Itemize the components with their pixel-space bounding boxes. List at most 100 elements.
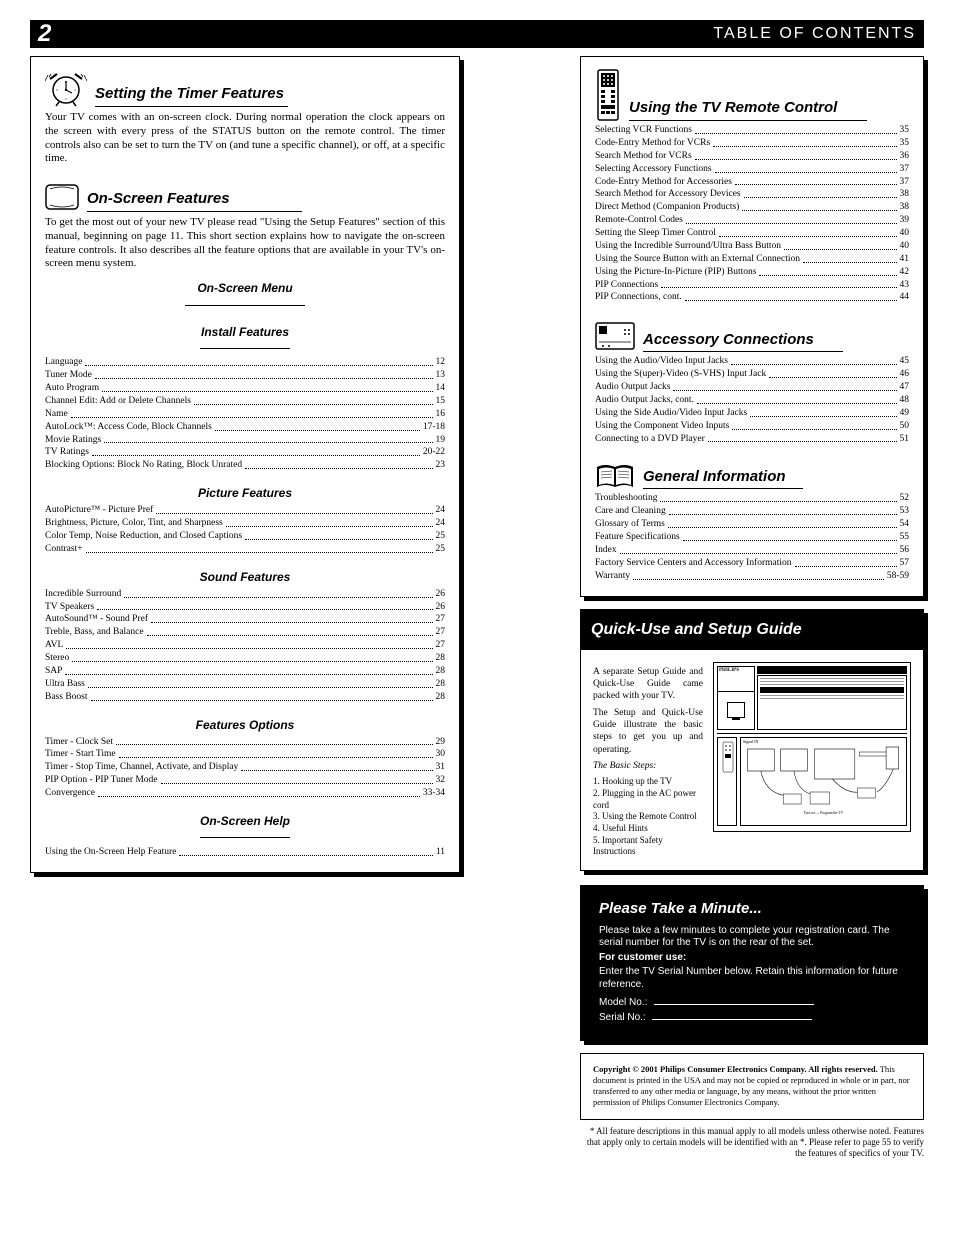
- gen-list: Troubleshooting52Care and Cleaning53Glos…: [595, 493, 909, 582]
- toc-entry: Direct Method (Companion Products)38: [595, 202, 909, 214]
- toc-entry: Using the Audio/Video Input Jacks45: [595, 356, 909, 368]
- picture-features-group: Picture Features AutoPicture™ - Picture …: [45, 486, 445, 556]
- toc-entry: Code-Entry Method for Accessories37: [595, 177, 909, 189]
- warranty-box: Please Take a Minute... Please take a fe…: [580, 885, 924, 1041]
- toc-entry: Convergence33-34: [45, 788, 445, 800]
- toc-entry: Connecting to a DVD Player51: [595, 434, 909, 446]
- onscreen-help-group: On-Screen Help Using the On-Screen Help …: [45, 814, 445, 859]
- toc-entry: Contrast+25: [45, 544, 445, 556]
- toc-entry: Index56: [595, 545, 909, 557]
- svg-text:12: 12: [65, 80, 69, 84]
- toc-entry: Channel Edit: Add or Delete Channels15: [45, 396, 445, 408]
- toc-entry: Ultra Bass28: [45, 679, 445, 691]
- toc-entry: Treble, Bass, and Balance27: [45, 627, 445, 639]
- qrg-text1: A separate Setup Guide and Quick-Use Gui…: [593, 666, 703, 703]
- toc-entry: Incredible Surround26: [45, 589, 445, 601]
- toc-entry: Using the Side Audio/Video Input Jacks49: [595, 408, 909, 420]
- toc-entry: AutoLock™: Access Code, Block Channels17…: [45, 422, 445, 434]
- toc-entry: Language12: [45, 357, 445, 369]
- toc-entry: SAP28: [45, 666, 445, 678]
- toc-entry: Using the S(uper)-Video (S-VHS) Input Ja…: [595, 369, 909, 381]
- left-features-box: 12 3 6 9 Setting the Timer Features Your…: [30, 56, 460, 873]
- onscreen-section-header: On-Screen Features: [45, 184, 445, 212]
- warranty-title: Please Take a Minute...: [599, 900, 905, 919]
- toc-entry: Audio Output Jacks, cont.48: [595, 395, 909, 407]
- timer-body: Your TV comes with an on-screen clock. D…: [45, 111, 445, 166]
- toc-entry: Setting the Sleep Timer Control40: [595, 228, 909, 240]
- toc-entry: Using the Component Video Inputs50: [595, 421, 909, 433]
- toc-entry: Color Temp, Noise Reduction, and Closed …: [45, 531, 445, 543]
- help-title: On-Screen Help: [45, 814, 445, 829]
- help-list: Using the On-Screen Help Feature11: [45, 847, 445, 859]
- install-title: Install Features: [45, 325, 445, 340]
- remote-section-header: Using the TV Remote Control: [595, 69, 909, 121]
- toc-entry: Warranty58-59: [595, 571, 909, 583]
- toc-entry: Care and Cleaning53: [595, 506, 909, 518]
- acc-title: Accessory Connections: [643, 331, 909, 350]
- toc-entry: Selecting Accessory Functions37: [595, 164, 909, 176]
- toc-entry: Remote-Control Codes39: [595, 215, 909, 227]
- sound-features-group: Sound Features Incredible Surround26TV S…: [45, 570, 445, 704]
- onscreen-title: On-Screen Features: [87, 190, 445, 209]
- model-blank: [654, 1004, 814, 1005]
- toc-entry: Name16: [45, 409, 445, 421]
- features-options-group: Features Options Timer - Clock Set29Time…: [45, 718, 445, 800]
- footer-note: * All feature descriptions in this manua…: [580, 1126, 924, 1160]
- toc-entry: PIP Connections43: [595, 280, 909, 292]
- toc-entry: AutoPicture™ - Picture Pref24: [45, 505, 445, 517]
- qrg-title: Quick-Use and Setup Guide: [591, 620, 802, 640]
- timer-section-header: 12 3 6 9 Setting the Timer Features: [45, 69, 445, 107]
- toc-entry: Troubleshooting52: [595, 493, 909, 505]
- toc-entry: Glossary of Terms54: [595, 519, 909, 531]
- toc-entry: PIP Connections, cont.44: [595, 292, 909, 304]
- toc-entry: Tuner Mode13: [45, 370, 445, 382]
- toc-entry: Auto Program14: [45, 383, 445, 395]
- qrg-step: 3. Using the Remote Control: [593, 811, 703, 823]
- warranty-body2: For customer use:: [599, 952, 905, 965]
- toc-entry: Using the Picture-In-Picture (PIP) Butto…: [595, 267, 909, 279]
- remote-control-icon: [595, 69, 621, 121]
- warranty-body1: Please take a few minutes to complete yo…: [599, 925, 905, 950]
- picture-list: AutoPicture™ - Picture Pref24Brightness,…: [45, 505, 445, 556]
- toc-entry: Brightness, Picture, Color, Tint, and Sh…: [45, 518, 445, 530]
- warranty-body3: Enter the TV Serial Number below. Retain…: [599, 966, 905, 991]
- serial-blank: [652, 1019, 812, 1020]
- quick-reference-box: Quick-Use and Setup Guide A separate Set…: [580, 609, 924, 872]
- qrg-text2: The Setup and Quick-Use Guide illustrate…: [593, 707, 703, 756]
- tv-back-panel-icon: [595, 322, 635, 352]
- toc-entry: Code-Entry Method for VCRs35: [595, 138, 909, 150]
- qrg-step: 2. Plugging in the AC power cord: [593, 788, 703, 811]
- alarm-clock-icon: 12 3 6 9: [45, 69, 87, 107]
- screen-icon: [45, 184, 79, 212]
- copyright-line1: Copyright © 2001 Philips Consumer Electr…: [593, 1064, 878, 1074]
- remote-title: Using the TV Remote Control: [629, 99, 909, 118]
- install-features-group: Install Features Language12Tuner Mode13A…: [45, 325, 445, 473]
- qrg-step: 1. Hooking up the TV: [593, 776, 703, 788]
- toc-entry: Using the On-Screen Help Feature11: [45, 847, 445, 859]
- toc-entry: Audio Output Jacks47: [595, 382, 909, 394]
- toc-entry: TV Speakers26: [45, 602, 445, 614]
- timer-title: Setting the Timer Features: [95, 85, 445, 104]
- install-list: Language12Tuner Mode13Auto Program14Chan…: [45, 357, 445, 472]
- page-number: 2: [38, 19, 51, 49]
- serial-label: Serial No.:: [599, 1012, 646, 1023]
- toc-entry: Blocking Options: Block No Rating, Block…: [45, 460, 445, 472]
- toc-entry: Stereo28: [45, 653, 445, 665]
- onscreen-body: To get the most out of your new TV pleas…: [45, 216, 445, 271]
- qrg-step: 5. Important Safety Instructions: [593, 835, 703, 858]
- right-features-box: Using the TV Remote Control Selecting VC…: [580, 56, 924, 597]
- gen-title: General Information: [643, 468, 909, 487]
- features-list: Timer - Clock Set29Timer - Start Time30T…: [45, 737, 445, 800]
- page-title: TABLE OF CONTENTS: [713, 24, 916, 44]
- menu-heading: On-Screen Menu: [197, 281, 292, 295]
- qrg-diagram: PHILIPS: [713, 662, 911, 859]
- page-header-bar: 2 TABLE OF CONTENTS: [30, 20, 924, 48]
- sound-title: Sound Features: [45, 570, 445, 585]
- picture-title: Picture Features: [45, 486, 445, 501]
- toc-entry: Factory Service Centers and Accessory In…: [595, 558, 909, 570]
- toc-entry: Search Method for Accessory Devices38: [595, 189, 909, 201]
- qrg-step: 4. Useful Hints: [593, 823, 703, 835]
- features-title: Features Options: [45, 718, 445, 733]
- toc-entry: Timer - Clock Set29: [45, 737, 445, 749]
- toc-entry: Search Method for VCRs36: [595, 151, 909, 163]
